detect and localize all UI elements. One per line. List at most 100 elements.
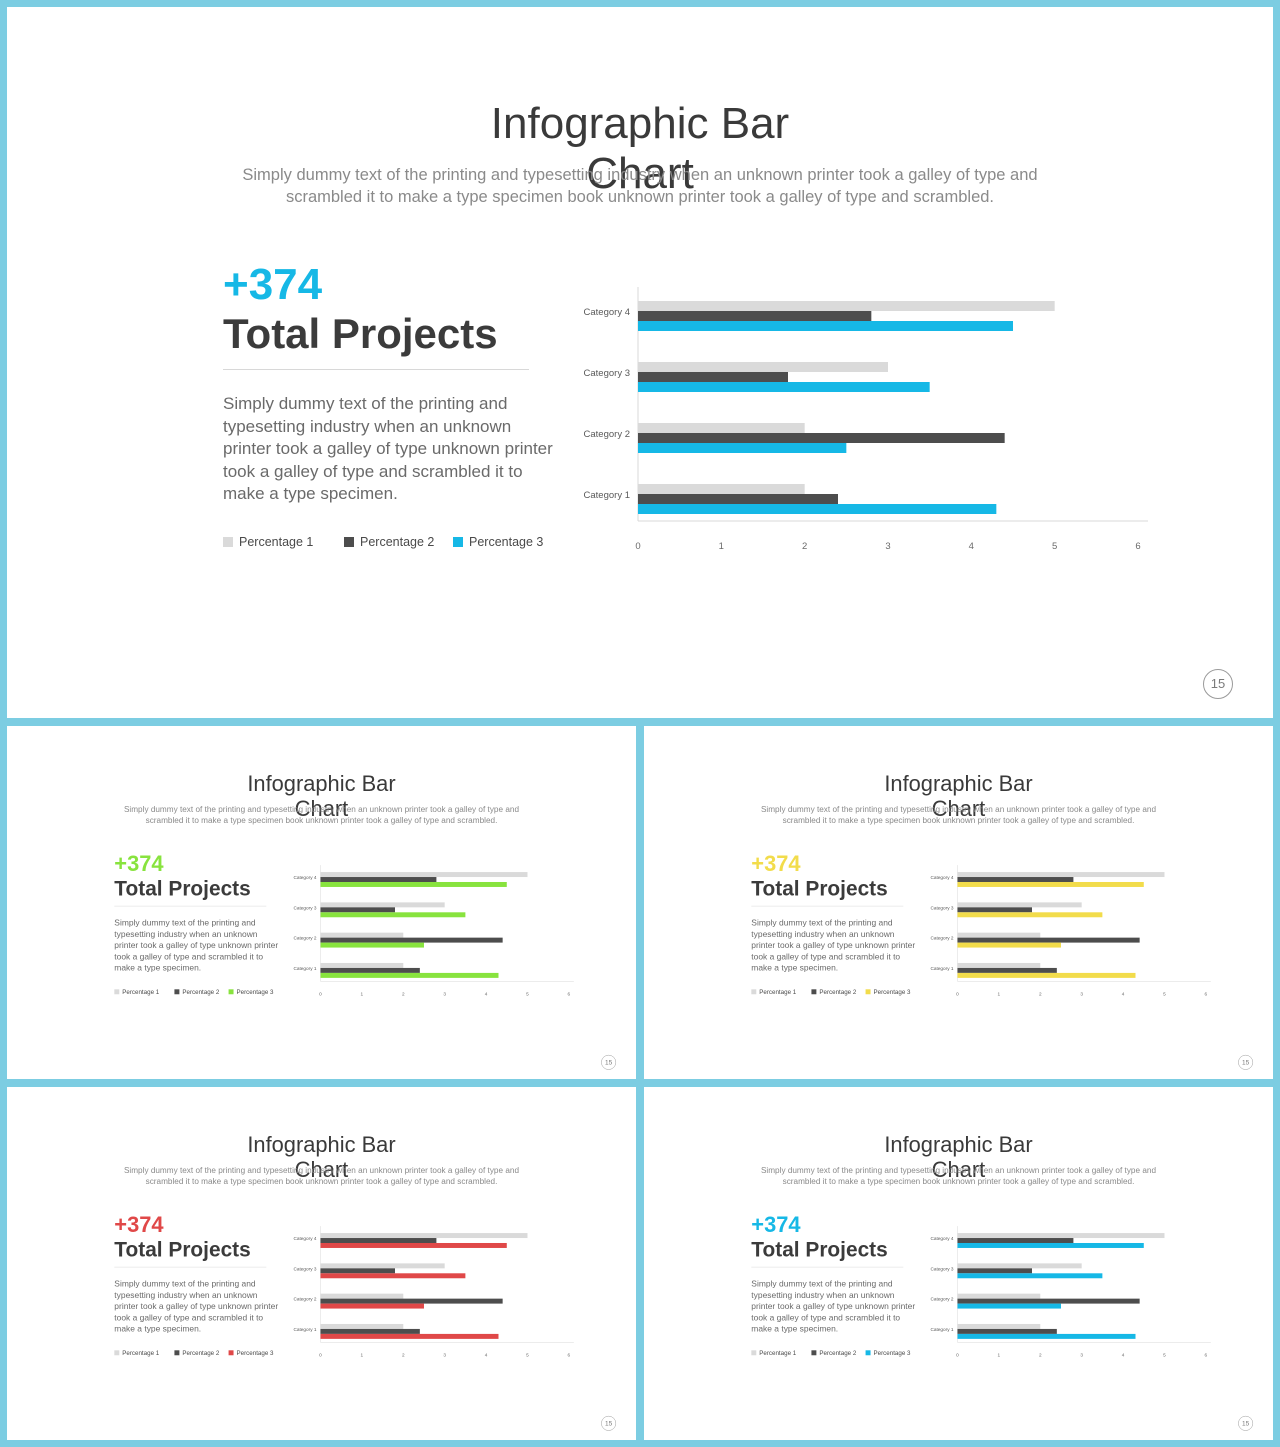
bar-percentage-2-category-2 [957,937,1140,943]
x-tick-label: 4 [485,991,488,996]
legend-label: Percentage 1 [122,988,160,996]
legend-label: Percentage 1 [122,1349,160,1357]
slide-subtitle: Simply dummy text of the printing and ty… [242,166,1038,206]
x-tick-label: 1 [998,991,1001,996]
legend-swatch [453,537,463,547]
x-tick-label: 6 [1205,1352,1208,1357]
bar-percentage-2-category-1 [320,1328,420,1334]
bar-percentage-1-category-2 [957,932,1041,938]
page-number-badge: 15 [1203,669,1233,699]
y-tick-label: Category 1 [930,966,953,971]
x-tick-label: 0 [956,991,959,996]
thumbnail-slide-green[interactable]: Infographic Bar Chart Simply dummy text … [7,726,636,1079]
bar-percentage-3-category-3 [638,382,930,392]
legend-label: Percentage 3 [873,988,911,996]
bar-percentage-1-category-4 [957,1233,1165,1239]
total-projects-label: Total Projects [751,1237,888,1261]
total-projects-number: +374 [751,851,801,877]
total-projects-label: Total Projects [114,1237,251,1261]
slide-canvas: Infographic Bar Chart Simply dummy text … [644,1087,1273,1440]
bar-percentage-1-category-2 [957,1293,1041,1299]
bar-percentage-1-category-4 [957,872,1165,878]
legend-label: Percentage 2 [182,1349,220,1357]
bar-percentage-1-category-2 [638,423,805,433]
legend-label: Percentage 2 [182,988,220,996]
legend-swatch [114,989,120,995]
bar-percentage-3-category-2 [957,942,1061,948]
x-tick-label: 5 [1163,1352,1166,1357]
bar-percentage-2-category-1 [320,967,420,973]
x-tick-label: 2 [1039,991,1042,996]
thumbnail-slide-red[interactable]: Infographic Bar Chart Simply dummy text … [7,1087,636,1440]
y-tick-label: Category 1 [930,1327,953,1332]
legend-swatch [174,989,180,995]
bar-percentage-2-category-2 [638,433,1005,443]
bar-percentage-3-category-2 [638,443,847,453]
legend-label: Percentage 1 [239,535,314,549]
y-tick-label: Category 4 [930,875,953,880]
body-text: Simply dummy text of the printing and ty… [223,394,553,503]
body-text: Simply dummy text of the printing and ty… [751,1279,916,1334]
legend-label: Percentage 1 [759,988,797,996]
legend-swatch [228,1350,234,1356]
thumbnail-slide-yellow[interactable]: Infographic Bar Chart Simply dummy text … [644,726,1273,1079]
y-tick-label: Category 4 [584,307,630,318]
bar-percentage-1-category-2 [320,932,404,938]
x-tick-label: 0 [635,541,640,552]
bar-percentage-3-category-2 [320,1303,424,1309]
bar-percentage-3-category-1 [638,504,997,514]
bar-percentage-3-category-3 [320,1273,466,1279]
bar-percentage-2-category-4 [957,877,1074,882]
bar-percentage-3-category-4 [320,881,507,887]
bar-percentage-2-category-1 [957,967,1057,973]
legend-label: Percentage 2 [360,535,435,549]
main-slide[interactable]: Infographic Bar Chart Simply dummy text … [7,7,1273,718]
slide-canvas: Infographic Bar Chart Simply dummy text … [644,726,1273,1079]
y-tick-label: Category 4 [293,875,316,880]
bar-percentage-1-category-1 [320,1323,404,1329]
bar-percentage-2-category-1 [638,494,838,504]
bar-percentage-1-category-4 [638,301,1055,311]
bar-percentage-1-category-4 [320,1233,528,1239]
y-tick-label: Category 1 [293,966,316,971]
x-tick-label: 4 [1122,991,1125,996]
legend-swatch [751,989,757,995]
legend-label: Percentage 1 [759,1349,797,1357]
total-projects-label: Total Projects [223,310,498,357]
total-projects-number: +374 [223,260,323,309]
bar-chart: Category 4 Category 3 Category 2 Category 1… [293,865,574,996]
bar-percentage-1-category-3 [638,362,888,372]
y-tick-label: Category 4 [930,1236,953,1241]
legend-label: Percentage 3 [873,1349,911,1357]
bar-percentage-3-category-3 [320,912,466,918]
x-tick-label: 1 [361,991,364,996]
slide-subtitle: Simply dummy text of the printing and ty… [123,1165,519,1186]
y-tick-label: Category 4 [293,1236,316,1241]
total-projects-number: +374 [114,851,164,877]
legend-swatch [751,1350,757,1356]
slide-title: Infographic Bar Chart [247,1132,396,1182]
bar-percentage-3-category-1 [957,972,1136,978]
body-text: Simply dummy text of the printing and ty… [114,1279,279,1334]
total-projects-label: Total Projects [114,876,251,900]
legend-swatch [865,1350,871,1356]
y-tick-label: Category 3 [930,905,953,910]
bar-percentage-1-category-4 [320,872,528,878]
x-tick-label: 5 [526,1352,529,1357]
thumbnail-slide-blue[interactable]: Infographic Bar Chart Simply dummy text … [644,1087,1273,1440]
x-tick-label: 0 [319,1352,322,1357]
page-number-badge: 15 [1238,1054,1254,1070]
y-tick-label: Category 3 [293,905,316,910]
x-tick-label: 5 [526,991,529,996]
bar-percentage-3-category-3 [957,912,1103,918]
page-number-badge: 15 [601,1054,617,1070]
bar-chart: Category 4 Category 3 Category 2 Category 1… [930,865,1211,996]
bar-percentage-3-category-1 [320,1333,499,1339]
slide-subtitle: Simply dummy text of the printing and ty… [760,804,1156,825]
x-tick-label: 6 [1135,541,1140,552]
slide-canvas: Infographic Bar Chart Simply dummy text … [7,7,1273,718]
legend-swatch [114,1350,120,1356]
x-tick-label: 4 [485,1352,488,1357]
slide-title: Infographic Bar Chart [884,1132,1033,1182]
y-tick-label: Category 2 [930,1297,953,1302]
